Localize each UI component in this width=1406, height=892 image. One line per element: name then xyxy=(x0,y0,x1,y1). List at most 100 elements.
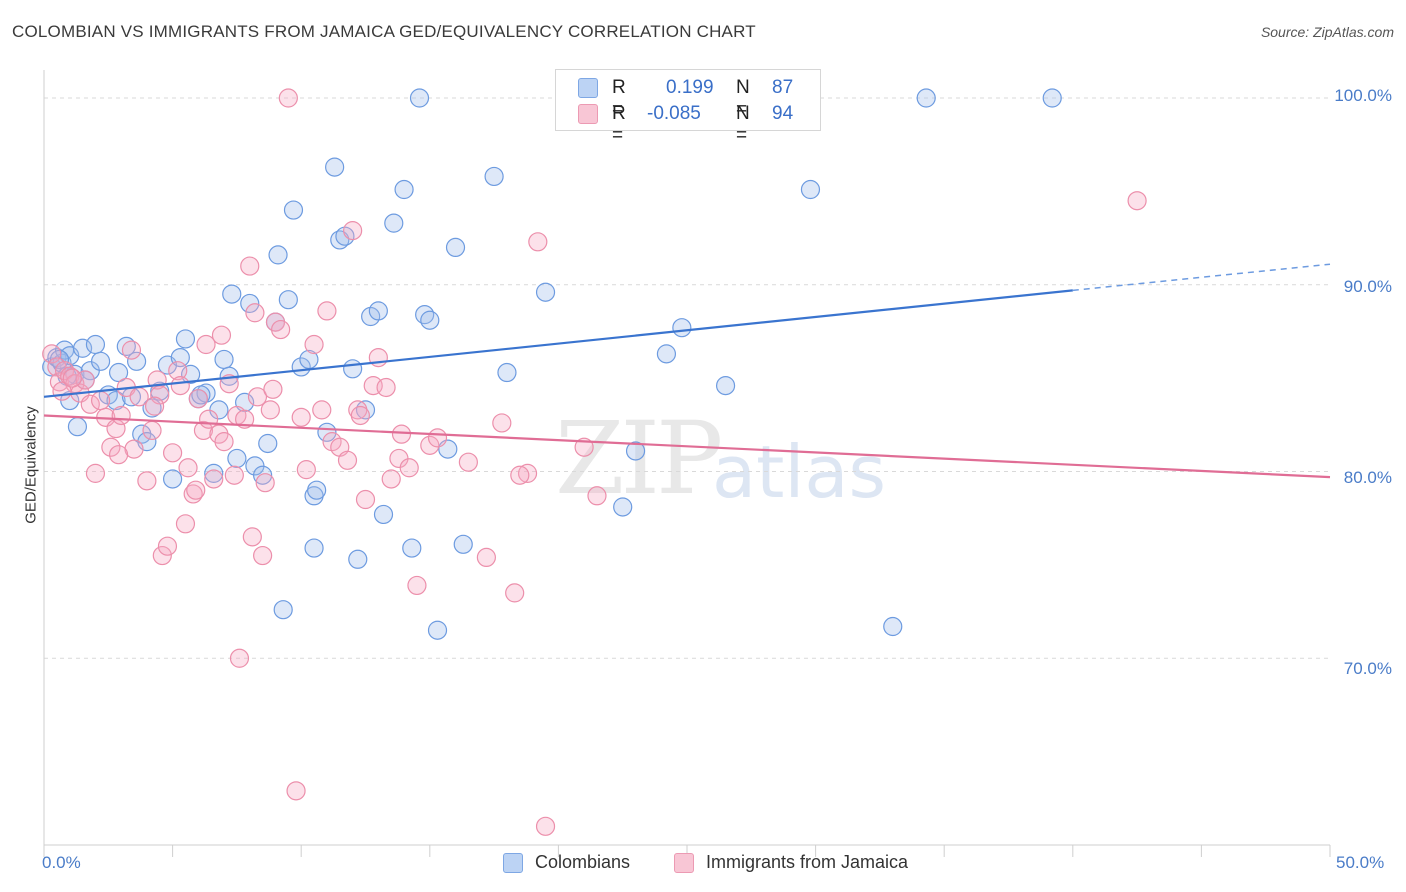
colombians-point xyxy=(1042,88,1062,108)
source-credit: Source: ZipAtlas.com xyxy=(1260,24,1394,40)
r-value-colombians: 0.199 xyxy=(666,77,714,98)
colombians-point xyxy=(204,463,224,483)
colombians-point xyxy=(163,469,183,489)
jamaica-point xyxy=(304,334,324,355)
jamaica-point xyxy=(286,781,306,801)
colombians-point xyxy=(625,441,646,461)
jamaica-point xyxy=(376,377,396,398)
colombians-point xyxy=(325,157,345,177)
y-tick-label: 70.0% xyxy=(1343,659,1392,678)
colombians-point xyxy=(883,616,903,637)
colombians-point xyxy=(175,329,196,349)
colombians-point xyxy=(672,318,692,338)
jamaica-point xyxy=(476,547,496,568)
colombians-point xyxy=(453,534,473,554)
n-label: N = xyxy=(736,103,750,146)
jamaica-point xyxy=(242,527,262,547)
jamaica-point xyxy=(296,460,316,480)
y-tick-label: 90.0% xyxy=(1343,277,1392,296)
colombians-point xyxy=(355,400,376,420)
jamaica-point xyxy=(399,458,419,478)
legend-label-jamaica: Immigrants from Jamaica xyxy=(706,852,909,872)
colombians-point xyxy=(535,282,556,302)
jamaica-point xyxy=(229,648,250,668)
jamaica-point xyxy=(101,437,121,457)
jamaica-point xyxy=(196,334,216,355)
jamaica-points xyxy=(42,88,1147,836)
jamaica-point xyxy=(170,376,190,396)
colombians-point xyxy=(420,310,440,330)
colombians-point xyxy=(402,538,422,558)
jamaica-point xyxy=(168,361,188,381)
jamaica-point xyxy=(157,536,178,556)
chart-title: COLOMBIAN VS IMMIGRANTS FROM JAMAICA GED… xyxy=(12,22,756,41)
colombians-point xyxy=(42,357,62,377)
r-label: R = xyxy=(612,103,626,146)
jamaica-point xyxy=(517,463,538,483)
jamaica-point xyxy=(111,405,131,426)
jamaica-point xyxy=(535,816,556,836)
jamaica-point xyxy=(247,387,268,407)
jamaica-point xyxy=(137,471,157,491)
legend-swatch-colombians xyxy=(503,853,523,873)
stats-legend: R = 0.199 N = 87 R = -0.085 N = 94 xyxy=(555,69,821,146)
y-tick-label: 80.0% xyxy=(1343,468,1392,487)
jamaica-point xyxy=(492,413,512,433)
colombians-point xyxy=(67,417,88,437)
jamaica-point xyxy=(587,486,607,506)
jamaica-point xyxy=(407,575,427,596)
colombians-point xyxy=(343,359,363,379)
jamaica-point xyxy=(211,325,232,345)
colombians-point xyxy=(227,448,247,469)
colombians-point xyxy=(445,237,466,258)
jamaica-point xyxy=(54,361,75,381)
jamaica-point xyxy=(90,390,111,411)
colombians-point xyxy=(373,504,394,525)
colombians-point xyxy=(90,351,111,371)
jamaica-point xyxy=(420,435,440,455)
colombians-trend-extension xyxy=(1072,263,1331,292)
colombians-point xyxy=(106,390,126,411)
jamaica-point xyxy=(219,374,239,394)
colombians-point xyxy=(715,376,736,396)
blue-swatch xyxy=(578,78,598,98)
jamaica-point xyxy=(350,405,370,426)
jamaica-trend-line xyxy=(43,414,1331,479)
colombians-point xyxy=(108,362,129,383)
jamaica-point xyxy=(204,469,224,489)
jamaica-point xyxy=(271,319,291,340)
colombians-point xyxy=(214,349,234,370)
colombians-point xyxy=(916,88,936,108)
colombians-point xyxy=(116,336,136,356)
colombians-point xyxy=(273,600,293,620)
colombians-point xyxy=(268,245,288,265)
colombians-point xyxy=(258,433,278,454)
colombians-point xyxy=(307,480,327,500)
r-label: R = xyxy=(612,77,626,120)
y-axis-label: GED/Equivalency xyxy=(22,406,40,524)
colombians-point xyxy=(384,213,404,233)
jamaica-point xyxy=(193,420,214,441)
jamaica-point xyxy=(427,428,448,448)
colombians-point xyxy=(348,549,368,569)
jamaica-point xyxy=(343,221,363,241)
jamaica-point xyxy=(152,545,172,566)
pink-swatch xyxy=(578,104,598,124)
colombians-point xyxy=(497,362,517,383)
r-value-jamaica: -0.085 xyxy=(647,103,701,124)
legend-swatch-jamaica xyxy=(674,853,694,873)
colombians-point xyxy=(278,290,298,310)
jamaica-point xyxy=(80,394,100,414)
colombians-point xyxy=(85,334,106,355)
colombians-point xyxy=(253,465,273,485)
jamaica-point xyxy=(355,489,376,510)
x-tick-label: 50.0% xyxy=(1336,853,1385,872)
colombians-points xyxy=(42,88,1062,640)
n-value-colombians: 87 xyxy=(772,77,794,98)
n-value-jamaica: 94 xyxy=(772,103,794,124)
jamaica-point xyxy=(142,420,162,441)
jamaica-point xyxy=(458,452,478,472)
jamaica-point xyxy=(186,480,206,500)
jamaica-point xyxy=(391,424,412,444)
